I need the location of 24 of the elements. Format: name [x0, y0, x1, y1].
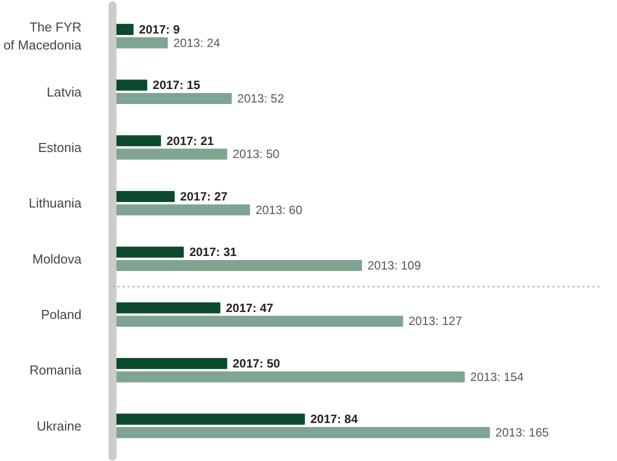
data-label: 2017: 47	[226, 300, 274, 315]
data-label: 2013: 52	[237, 91, 284, 106]
data-label: 2017: 15	[152, 78, 200, 92]
data-label: 2017: 27	[180, 189, 228, 204]
data-label: 2013: 24	[173, 36, 220, 50]
y-tick-label: Estonia	[38, 140, 82, 155]
y-tick-label: The FYR of Macedonia	[3, 20, 82, 53]
y-tick-label: Poland	[41, 307, 82, 322]
data-label: 2017: 50	[232, 356, 280, 371]
data-label: 2017: 21	[166, 134, 214, 148]
y-tick-label: Moldova	[32, 251, 82, 266]
data-label: 2017: 31	[189, 245, 238, 260]
data-label: 2013: 50	[232, 147, 280, 162]
data-label: 2017: 9	[139, 22, 180, 36]
data-label: 2013: 154	[470, 370, 524, 384]
y-tick-label: Romania	[29, 362, 82, 378]
data-label: 2013: 127	[408, 314, 462, 328]
data-label: 2017: 84	[310, 412, 358, 426]
data-label: 2013: 165	[495, 426, 550, 440]
y-tick-label: Latvia	[46, 84, 82, 100]
data-label: 2013: 109	[368, 258, 422, 273]
data-label: 2013: 60	[256, 202, 303, 217]
y-tick-label: Ukraine	[36, 418, 82, 434]
y-tick-label: Lithuania	[28, 196, 82, 211]
